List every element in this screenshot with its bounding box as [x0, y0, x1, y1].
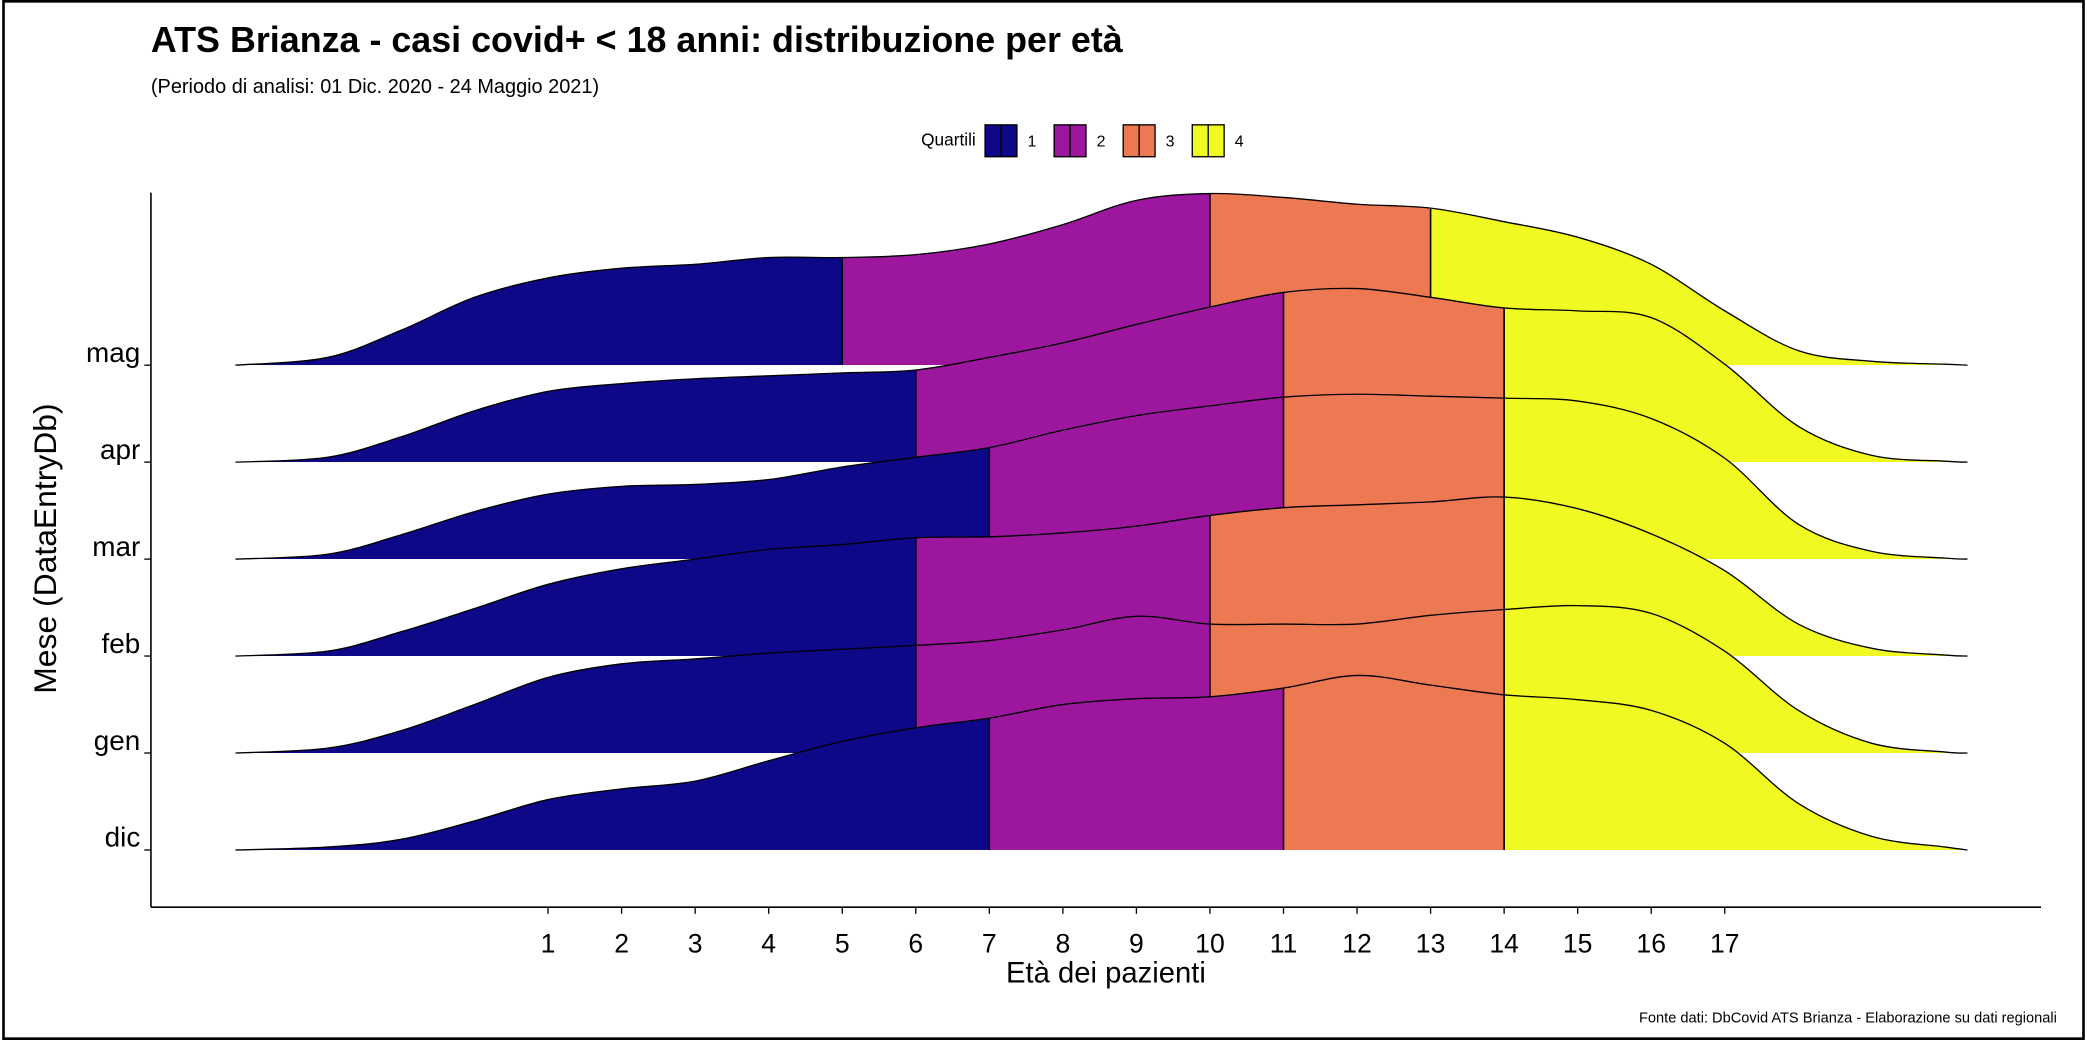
- x-tick-label: 15: [1563, 929, 1593, 959]
- x-tick-label: 7: [982, 929, 997, 959]
- y-tick-label: feb: [102, 628, 141, 659]
- density-line: [235, 496, 1968, 657]
- x-tick-label: 10: [1195, 929, 1225, 959]
- y-tick-label: dic: [105, 822, 141, 853]
- y-tick-label: mar: [92, 531, 140, 562]
- x-tick-label: 3: [688, 929, 703, 959]
- x-tick-label: 12: [1342, 929, 1372, 959]
- density-line: [235, 674, 1968, 851]
- density-line: [235, 604, 1968, 754]
- density-line: [235, 192, 1968, 366]
- chart-subtitle: (Periodo di analisi: 01 Dic. 2020 - 24 M…: [151, 76, 599, 98]
- x-tick-label: 4: [761, 929, 776, 959]
- legend-label: 4: [1235, 133, 1244, 150]
- y-axis-label: Mese (DataEntryDb): [27, 403, 63, 693]
- x-tick-label: 16: [1636, 929, 1666, 959]
- y-tick-label: apr: [100, 434, 140, 465]
- legend-label: 1: [1028, 133, 1037, 150]
- x-tick-label: 11: [1270, 929, 1298, 959]
- x-tick-label: 9: [1129, 929, 1144, 959]
- x-tick-label: 1: [541, 929, 556, 959]
- x-tick-label: 14: [1489, 929, 1519, 959]
- x-tick-label: 6: [908, 929, 923, 959]
- x-tick-label: 8: [1055, 929, 1070, 959]
- y-tick-label: gen: [94, 725, 141, 756]
- quartile-fill: [1283, 675, 1505, 850]
- caption: Fonte dati: DbCovid ATS Brianza - Elabor…: [1639, 1011, 2057, 1027]
- x-axis-label: Età dei pazienti: [1006, 958, 1206, 990]
- y-tick-label: mag: [86, 337, 140, 368]
- chart-title: ATS Brianza - casi covid+ < 18 anni: dis…: [151, 20, 1124, 60]
- density-line: [235, 393, 1968, 560]
- legend-title: Quartili: [921, 129, 976, 149]
- x-tick-label: 5: [835, 929, 850, 959]
- x-tick-label: 17: [1710, 929, 1740, 959]
- legend-label: 3: [1166, 133, 1175, 150]
- legend-label: 2: [1097, 133, 1106, 150]
- x-tick-label: 13: [1416, 929, 1446, 959]
- density-line: [235, 287, 1968, 463]
- x-tick-label: 2: [614, 929, 629, 959]
